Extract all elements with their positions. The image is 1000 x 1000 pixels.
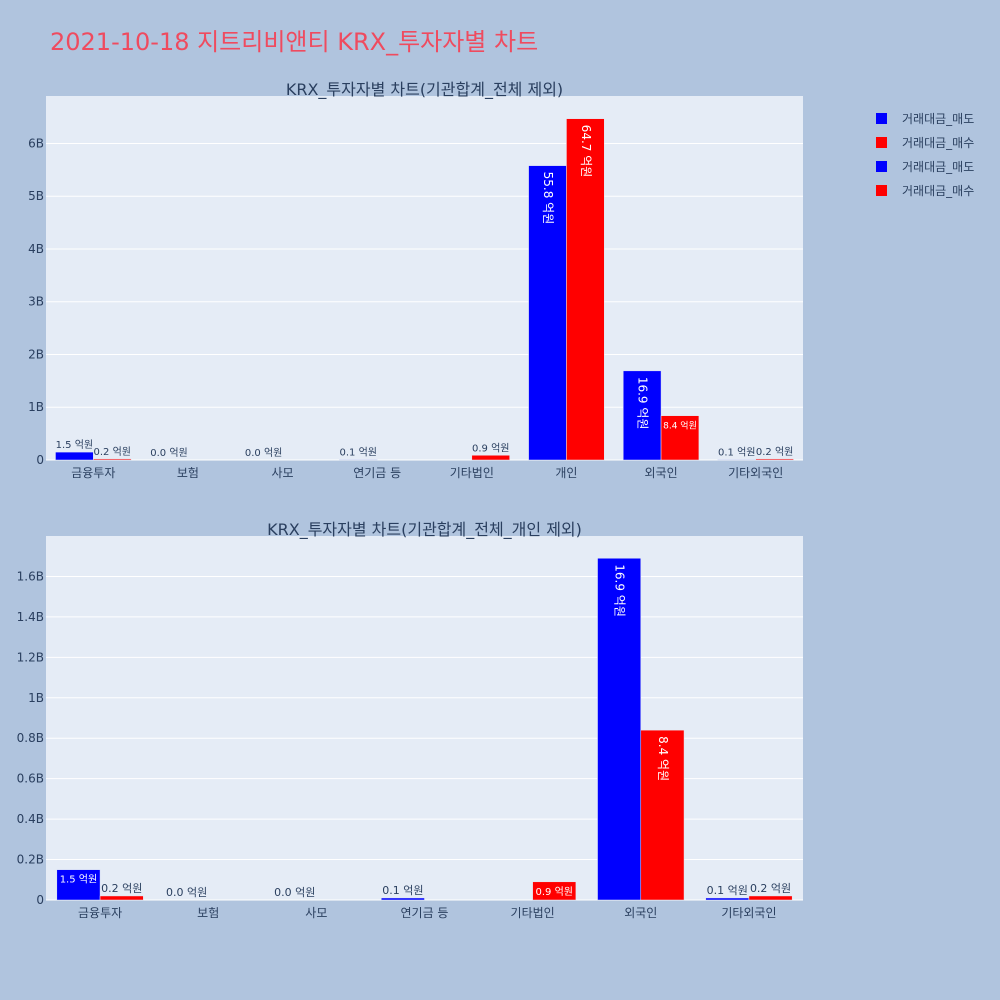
bar bbox=[55, 451, 94, 461]
x-tick-label: 기타법인 bbox=[450, 466, 494, 480]
legend-swatch bbox=[876, 112, 887, 124]
bar bbox=[56, 869, 101, 901]
y-tick-label: 4B bbox=[28, 242, 44, 256]
legend-item[interactable]: 거래대금_매도 bbox=[876, 154, 974, 178]
y-tick-label: 0.2B bbox=[17, 853, 44, 867]
legend-item[interactable]: 거래대금_매수 bbox=[876, 130, 974, 154]
bar bbox=[622, 370, 662, 461]
data-label: 16.9 억원 bbox=[636, 377, 650, 430]
data-label: 16.9 억원 bbox=[613, 564, 627, 617]
y-tick-label: 1B bbox=[28, 400, 44, 414]
y-tick-label: 5B bbox=[28, 189, 44, 203]
page-title: 2021-10-18 지트리비앤티 KRX_투자자별 차트 bbox=[50, 28, 539, 56]
data-label: 0.9 억원 bbox=[536, 886, 573, 898]
bar bbox=[532, 881, 577, 901]
y-tick-label: 0 bbox=[36, 893, 44, 907]
data-label: 0.1 억원 bbox=[718, 446, 755, 458]
data-label: 55.8 억원 bbox=[541, 172, 555, 225]
bar bbox=[380, 897, 425, 901]
data-label: 64.7 억원 bbox=[579, 125, 593, 178]
bar bbox=[99, 895, 144, 901]
data-label: 0.0 억원 bbox=[245, 447, 282, 459]
y-tick-label: 3B bbox=[28, 295, 44, 309]
x-tick-label: 보험 bbox=[197, 906, 219, 920]
y-tick-label: 6B bbox=[28, 136, 44, 150]
x-tick-label: 사모 bbox=[305, 906, 327, 920]
data-label: 8.4 억원 bbox=[656, 736, 670, 781]
data-label: 0.2 억원 bbox=[756, 446, 793, 458]
data-label: 0.1 억원 bbox=[707, 884, 748, 897]
chart-title: KRX_투자자별 차트(기관합계_전체 제외) bbox=[286, 80, 563, 100]
y-tick-label: 1.4B bbox=[17, 610, 44, 624]
data-label: 0.2 억원 bbox=[750, 882, 791, 895]
data-label: 0.0 억원 bbox=[274, 886, 315, 899]
bar bbox=[748, 895, 793, 901]
legend-swatch bbox=[876, 136, 887, 148]
chart-title: KRX_투자자별 차트(기관합계_전체_개인 제외) bbox=[267, 520, 582, 540]
bar bbox=[566, 118, 605, 461]
y-tick-label: 1.6B bbox=[17, 569, 44, 583]
x-tick-label: 연기금 등 bbox=[401, 906, 449, 920]
bar bbox=[705, 897, 750, 901]
x-tick-label: 금융투자 bbox=[71, 466, 115, 480]
bar bbox=[597, 557, 642, 901]
bar bbox=[93, 458, 132, 461]
data-label: 1.5 억원 bbox=[60, 874, 97, 886]
y-tick-label: 1B bbox=[28, 691, 44, 705]
x-tick-label: 기타외국인 bbox=[728, 466, 783, 480]
data-label: 8.4 억원 bbox=[663, 420, 697, 432]
x-tick-label: 외국인 bbox=[624, 906, 657, 920]
legend-item[interactable]: 거래대금_매수 bbox=[876, 178, 974, 202]
x-tick-label: 사모 bbox=[272, 466, 294, 480]
bar bbox=[717, 459, 756, 461]
y-tick-label: 0 bbox=[36, 453, 44, 467]
legend-label: 거래대금_매도 bbox=[902, 111, 975, 126]
legend-label: 거래대금_매수 bbox=[902, 135, 975, 150]
plot-area bbox=[46, 536, 803, 900]
data-label: 0.9 억원 bbox=[472, 442, 509, 454]
bar bbox=[471, 455, 510, 461]
plot-area bbox=[46, 96, 803, 460]
data-label: 0.0 억원 bbox=[150, 447, 187, 459]
y-tick-label: 2B bbox=[28, 347, 44, 361]
data-label: 1.5 억원 bbox=[56, 439, 93, 451]
x-tick-label: 기타법인 bbox=[511, 906, 555, 920]
legend-swatch bbox=[876, 184, 887, 196]
x-tick-label: 개인 bbox=[555, 466, 577, 480]
legend-item[interactable]: 거래대금_매도 bbox=[876, 106, 974, 130]
x-tick-label: 보험 bbox=[177, 466, 199, 480]
data-label: 0.2 억원 bbox=[93, 446, 130, 458]
legend-label: 거래대금_매수 bbox=[902, 183, 975, 198]
data-label: 0.0 억원 bbox=[166, 886, 207, 899]
bar bbox=[528, 165, 567, 461]
data-label: 0.2 억원 bbox=[101, 882, 142, 895]
legend-label: 거래대금_매도 bbox=[902, 159, 975, 174]
bar bbox=[755, 458, 794, 461]
y-tick-label: 0.6B bbox=[17, 772, 44, 786]
data-label: 0.1 억원 bbox=[382, 884, 423, 897]
legend: 거래대금_매도 거래대금_매수 거래대금_매도 거래대금_매수 bbox=[876, 106, 974, 202]
y-tick-label: 0.4B bbox=[17, 812, 44, 826]
bar bbox=[660, 415, 700, 461]
legend-swatch bbox=[876, 160, 887, 172]
x-tick-label: 기타외국인 bbox=[721, 906, 776, 920]
bar bbox=[339, 459, 378, 461]
bar bbox=[640, 729, 685, 901]
y-tick-label: 0.8B bbox=[17, 731, 44, 745]
x-tick-label: 금융투자 bbox=[78, 906, 122, 920]
data-label: 0.1 억원 bbox=[340, 446, 377, 458]
x-tick-label: 연기금 등 bbox=[353, 466, 401, 480]
y-tick-label: 1.2B bbox=[17, 650, 44, 664]
x-tick-label: 외국인 bbox=[645, 466, 678, 480]
